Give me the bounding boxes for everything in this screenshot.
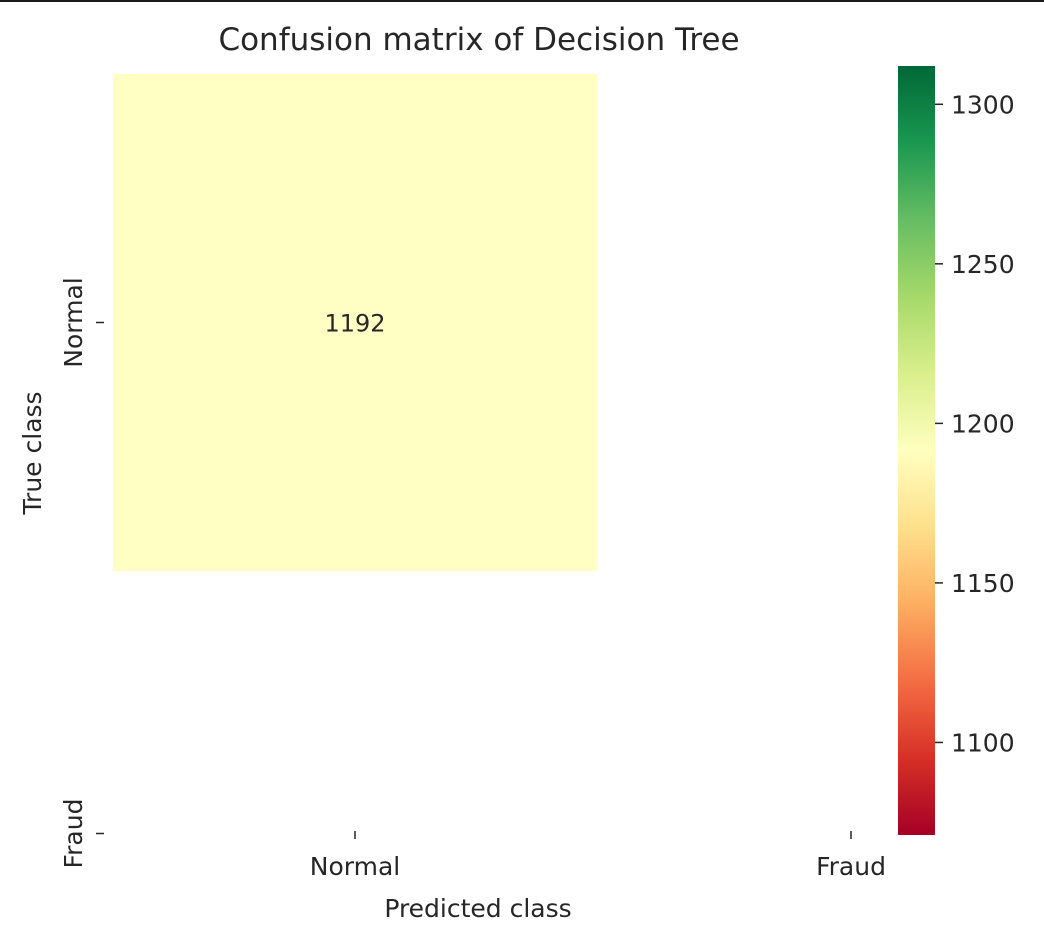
chart-title: Confusion matrix of Decision Tree <box>218 22 739 58</box>
x-axis-ticks: Normal Fraud <box>310 831 886 881</box>
colorbar-tick-label: 1250 <box>951 250 1015 279</box>
y-tick-label-fraud: Fraud <box>59 799 88 869</box>
x-axis-label: Predicted class <box>384 894 571 923</box>
heatmap-cells <box>113 74 597 571</box>
heatmap-annotations: 1192 <box>324 310 385 338</box>
colorbar-tick-label: 1100 <box>951 728 1015 757</box>
top-border <box>0 0 1044 2</box>
colorbar-tick-label: 1200 <box>951 409 1015 438</box>
colorbar <box>898 66 935 835</box>
x-tick-label-fraud: Fraud <box>816 852 886 881</box>
colorbar-tick-label: 1150 <box>951 569 1015 598</box>
y-tick-label-normal: Normal <box>59 277 88 367</box>
colorbar-tick-label: 1300 <box>951 90 1015 119</box>
y-axis-ticks: Normal Fraud <box>59 277 104 868</box>
colorbar-ticks: 1100 1150 1200 1250 1300 <box>935 90 1015 757</box>
x-tick-label-normal: Normal <box>310 852 400 881</box>
y-axis-label: True class <box>18 391 47 515</box>
heatmap-cell-normal-normal <box>113 74 597 571</box>
cell-value-label: 1192 <box>324 310 385 338</box>
